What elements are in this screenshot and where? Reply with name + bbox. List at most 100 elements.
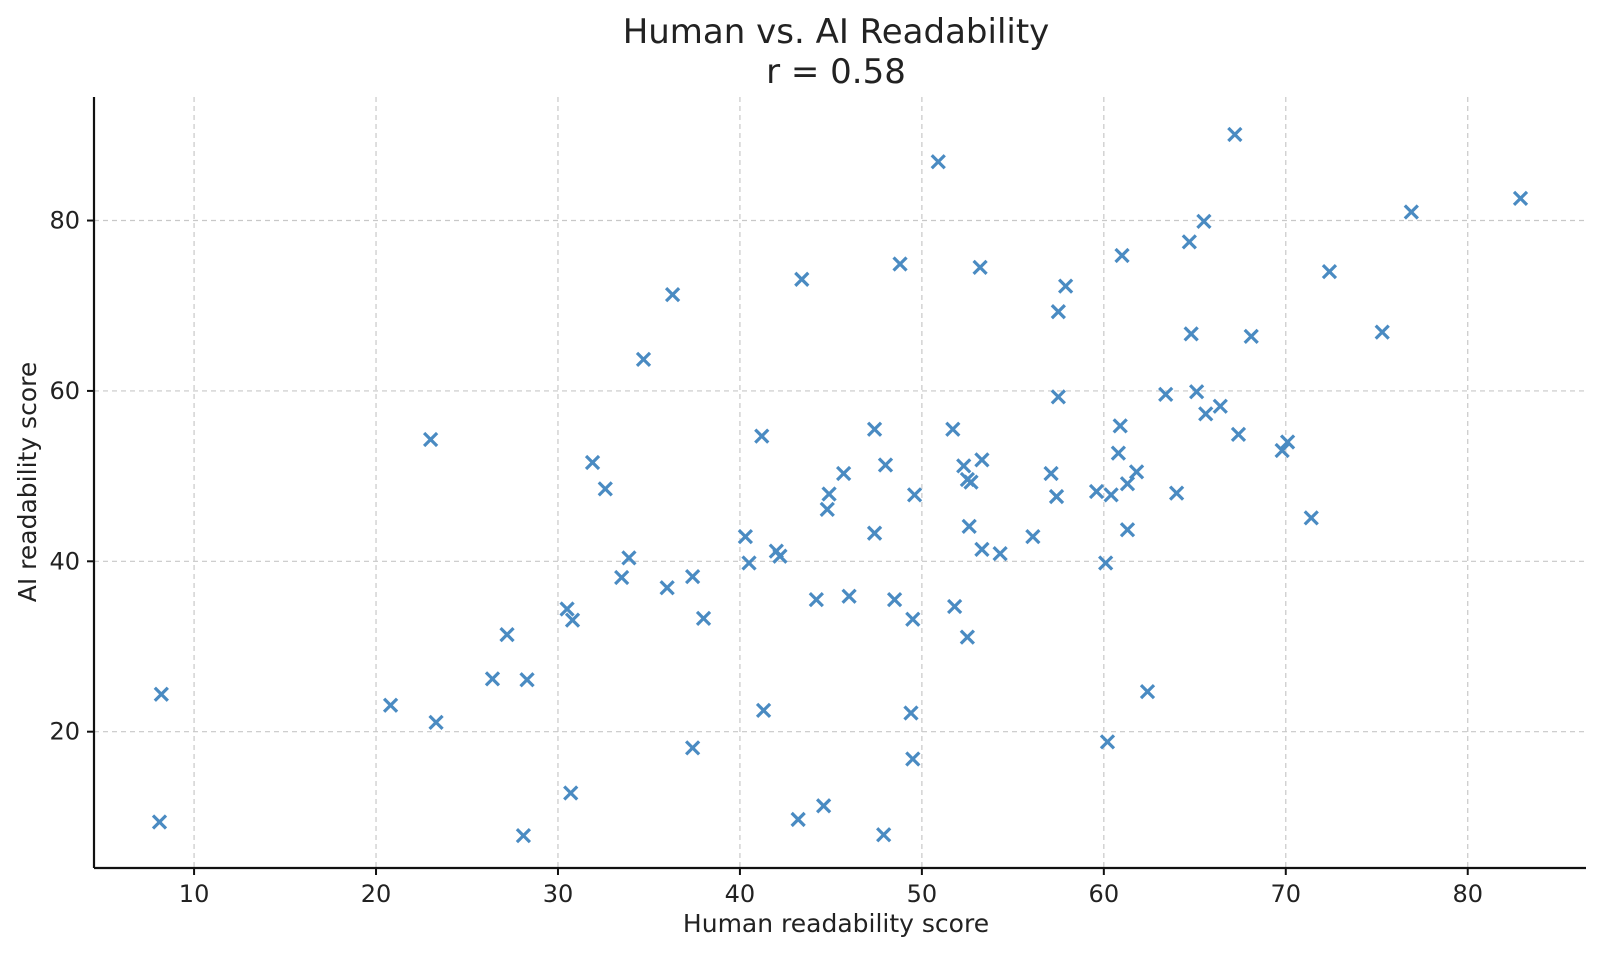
data-point [772,548,788,564]
data-point [153,686,169,702]
data-point [1212,398,1228,414]
data-point [1227,126,1243,143]
data-point [790,811,806,828]
y-tick-label: 40 [49,547,80,575]
data-point [821,486,837,502]
data-point [755,702,772,719]
data-point [876,827,892,843]
data-point [499,626,515,643]
data-point [1057,278,1074,294]
data-point [1043,465,1059,482]
data-point [1139,684,1156,700]
data-point [1050,304,1066,320]
data-point [1198,406,1214,422]
data-point [1128,464,1145,480]
data-point [1119,476,1136,492]
data-point [905,751,921,767]
data-point [836,465,852,482]
data-point [945,421,961,437]
data-point [754,428,770,444]
data-point [1403,204,1419,220]
data-point [382,697,399,713]
x-tick-label: 30 [543,880,574,908]
data-point [1119,522,1136,538]
data-point [584,454,601,471]
data-point [519,672,535,688]
axes [87,97,1586,875]
data-point [1112,418,1128,434]
data-point [819,501,835,517]
data-point [815,798,832,814]
data-point [841,588,857,604]
data-point [808,592,824,608]
x-tick-label: 60 [1089,880,1120,908]
grid [94,97,1586,868]
data-point [1110,445,1127,461]
data-point [903,705,919,721]
data-point [559,601,575,617]
data-point [974,452,990,468]
data-point [563,785,579,801]
data-point [1048,488,1065,505]
data-point [1103,487,1119,503]
data-point [1098,555,1114,571]
data-point [695,610,712,627]
data-point [1088,483,1105,500]
x-tick-label: 40 [725,880,756,908]
data-point [684,740,701,756]
data-point [1321,264,1338,280]
data-point [930,154,946,170]
data-point [972,259,988,276]
data-point [1114,247,1130,264]
data-point [1279,434,1296,450]
x-tick-label: 10 [179,880,210,908]
data-point [737,528,754,545]
data-point [794,271,810,287]
data-point [741,555,757,571]
data-point [1168,485,1185,501]
data-point [614,569,630,586]
x-tick-label: 50 [907,880,938,908]
y-tick-label: 60 [49,377,80,405]
y-tick-label: 80 [49,207,80,235]
data-point [866,421,883,437]
data-point [961,518,977,535]
data-point [1025,528,1041,545]
data-point [1374,324,1390,340]
data-point [1243,328,1259,345]
data-point [1181,234,1197,250]
data-point [659,580,675,596]
y-tick-label: 20 [49,718,80,746]
chart-title: Human vs. AI Readability [623,12,1050,52]
x-axis-label: Human readability score [683,909,989,938]
data-point [597,481,613,497]
data-point [422,431,439,448]
data-point [886,592,903,608]
data-point [1274,442,1290,459]
data-point [956,458,972,474]
data-point [664,287,681,303]
data-point [892,256,908,272]
data-point [866,525,883,541]
data-point [905,611,921,627]
data-point [484,671,501,687]
data-points [151,126,1529,844]
data-point [635,351,652,368]
x-tick-label: 70 [1271,880,1302,908]
data-point [1196,213,1212,230]
x-tick-label: 80 [1452,880,1483,908]
data-point [992,546,1008,562]
data-point [428,714,444,730]
tick-labels: 10 20 30 40 50 60 70 80 20 40 60 80 [49,207,1483,908]
data-point [1050,389,1066,405]
data-point [151,814,168,830]
data-point [621,550,637,566]
data-point [974,541,990,558]
data-point [564,612,581,628]
data-point [946,598,963,615]
x-tick-label: 20 [361,880,392,908]
data-point [515,827,532,844]
y-axis-label: AI readability score [13,362,42,602]
data-point [684,569,701,585]
